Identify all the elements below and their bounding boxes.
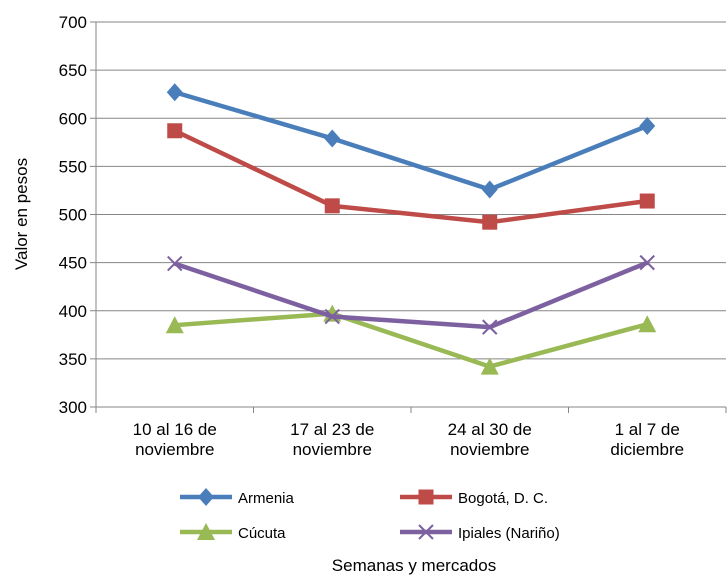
series-line — [174, 311, 648, 369]
series-0 — [166, 83, 656, 199]
x-tick-label: noviembre — [450, 440, 529, 459]
x-tick-label: 24 al 30 de — [448, 420, 532, 439]
data-point — [481, 180, 498, 199]
legend-label: Armenia — [238, 490, 295, 507]
y-tick-label: 550 — [59, 157, 87, 176]
x-tick-label: noviembre — [293, 440, 372, 459]
y-axis-label: Valor en pesos — [12, 158, 31, 270]
y-tick-label: 700 — [59, 13, 87, 32]
legend: Armenia Bogotá, D. C. Cúcuta Ipiales (Nariñ… — [180, 488, 560, 542]
data-point — [639, 193, 655, 209]
data-point — [167, 255, 183, 272]
y-tick-label: 400 — [59, 302, 87, 321]
series-line — [173, 128, 648, 225]
series-3 — [167, 254, 655, 335]
legend-marker — [418, 489, 434, 505]
x-tick-label: 17 al 23 de — [290, 420, 374, 439]
legend-label: Ipiales (Nariño) — [458, 525, 560, 542]
legend-marker — [197, 523, 215, 540]
y-tick-label: 650 — [59, 61, 87, 80]
data-point — [166, 83, 183, 102]
legend-item: Ipiales (Nariño) — [400, 524, 560, 542]
series-line — [174, 260, 649, 330]
data-point — [324, 308, 340, 325]
data-point — [167, 123, 183, 139]
legend-marker — [198, 488, 214, 506]
data-point — [480, 357, 499, 375]
series-line — [174, 90, 649, 192]
legend-item: Armenia — [180, 488, 295, 507]
legend-label: Bogotá, D. C. — [458, 490, 548, 507]
x-axis-label: Semanas y mercados — [332, 556, 496, 575]
data-point — [639, 254, 655, 271]
data-point — [638, 315, 657, 333]
y-tick-label: 350 — [59, 350, 87, 369]
series-group — [165, 83, 657, 375]
data-point — [482, 319, 498, 335]
y-tick-label: 600 — [59, 109, 87, 128]
legend-marker — [418, 524, 434, 540]
legend-item: Bogotá, D. C. — [400, 489, 548, 507]
legend-item: Cúcuta — [180, 523, 286, 542]
y-tick-label: 300 — [59, 398, 87, 417]
data-point — [165, 316, 184, 334]
x-tick-label: diciembre — [610, 440, 684, 459]
y-tick-label: 500 — [59, 206, 87, 225]
data-point — [639, 116, 656, 135]
grid-lines — [90, 21, 727, 413]
legend-label: Cúcuta — [238, 525, 286, 542]
data-point — [482, 214, 498, 230]
series-1 — [167, 123, 655, 230]
series-2 — [165, 304, 657, 375]
data-point — [324, 129, 341, 148]
axes — [95, 22, 726, 408]
data-point — [324, 198, 340, 214]
x-tick-label: noviembre — [135, 440, 214, 459]
y-tick-labels: 300 350 400 450 500 550 600 650 700 — [59, 13, 87, 417]
x-tick-label: 10 al 16 de — [133, 420, 217, 439]
y-tick-label: 450 — [59, 254, 87, 273]
x-tick-label: 1 al 7 de — [615, 420, 680, 439]
